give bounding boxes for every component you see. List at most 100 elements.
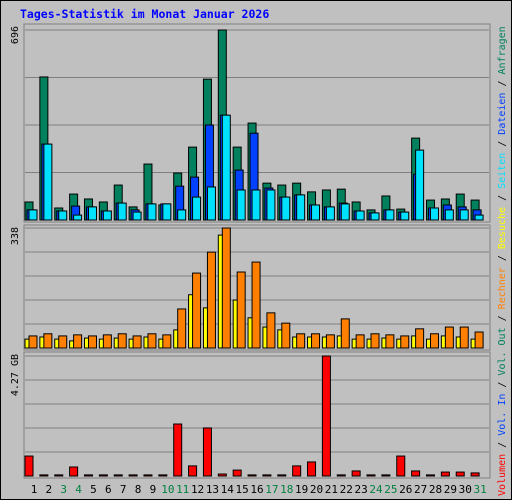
bar (87, 206, 97, 221)
bar (236, 271, 246, 349)
bar (325, 334, 335, 349)
bar (202, 427, 212, 477)
bar (366, 474, 376, 477)
bar (277, 474, 287, 477)
bar (385, 334, 395, 349)
x-tick-label: 8 (135, 483, 142, 496)
bar (470, 472, 480, 477)
bar (177, 308, 187, 349)
bar (440, 471, 450, 477)
bar (173, 423, 183, 477)
chart-title: Tages-Statistik im Monat Januar 2026 (20, 7, 269, 21)
bar (192, 196, 202, 221)
bar (39, 474, 49, 477)
legend-separator: / (497, 309, 508, 327)
bar (117, 202, 127, 221)
bar (28, 335, 38, 349)
x-tick-label: 17 (265, 483, 278, 496)
x-tick-label: 30 (459, 483, 472, 496)
bar (355, 210, 365, 221)
legend-separator: / (497, 135, 508, 153)
bar (102, 210, 112, 221)
bar (158, 474, 168, 477)
x-tick-label: 7 (120, 483, 127, 496)
bar (192, 272, 202, 349)
bar (247, 474, 257, 477)
legend-item: Besuche (497, 207, 508, 249)
bar (296, 194, 306, 221)
x-tick-label: 24 (369, 483, 383, 496)
bar (73, 214, 83, 221)
bar (117, 333, 127, 349)
bar (188, 465, 198, 477)
bar (266, 189, 276, 221)
bar (370, 212, 380, 221)
x-tick-label: 19 (295, 483, 308, 496)
bar (206, 186, 216, 221)
x-tick-label: 20 (310, 483, 323, 496)
legend-item: Anfragen (497, 26, 508, 74)
bar (340, 203, 350, 221)
bar (266, 312, 276, 349)
x-tick-label: 18 (280, 483, 293, 496)
bar (370, 333, 380, 349)
bar (128, 474, 138, 477)
x-tick-label: 25 (384, 483, 397, 496)
x-tick-label: 13 (206, 483, 219, 496)
bar (28, 209, 38, 221)
bar (24, 455, 34, 477)
bar (54, 474, 64, 477)
bar (400, 211, 410, 221)
bar (311, 204, 321, 221)
x-tick-label: 22 (340, 483, 353, 496)
bar (429, 207, 439, 221)
bar (83, 474, 93, 477)
legend-item: Seiten (497, 153, 508, 189)
bar (98, 474, 108, 477)
y-tick-label: 338 (10, 227, 21, 245)
bar (206, 251, 216, 349)
plot-area (23, 351, 491, 479)
bar (292, 465, 302, 477)
legend-item: Vol. In (497, 394, 508, 436)
x-tick-label: 3 (60, 483, 67, 496)
bar (177, 209, 187, 221)
bar (236, 189, 246, 221)
bar (459, 326, 469, 349)
bar (221, 227, 231, 349)
bar (132, 335, 142, 349)
legend-separator: / (497, 436, 508, 454)
bar (87, 335, 97, 349)
x-tick-label: 27 (414, 483, 427, 496)
legend-item: Dateien (497, 93, 508, 135)
bar (281, 196, 291, 221)
bar (474, 331, 484, 349)
legend-separator: / (497, 189, 508, 207)
x-tick-label: 12 (191, 483, 204, 496)
bar (251, 189, 261, 221)
x-tick-label: 15 (236, 483, 249, 496)
bar (102, 334, 112, 349)
bar (281, 322, 291, 349)
bar (455, 471, 465, 477)
bar (325, 206, 335, 221)
x-tick-label: 2 (46, 483, 53, 496)
x-tick-label: 9 (150, 483, 157, 496)
bar (311, 333, 321, 349)
bar (217, 473, 227, 477)
x-tick-label: 4 (75, 483, 82, 496)
x-tick-label: 10 (161, 483, 174, 496)
bar (232, 469, 242, 477)
legend-separator: / (497, 74, 508, 92)
legend-item: Rechner (497, 267, 508, 309)
x-tick-label: 1 (31, 483, 38, 496)
bar (43, 333, 53, 349)
bar (425, 474, 435, 477)
x-tick-label: 21 (325, 483, 338, 496)
bar (143, 474, 153, 477)
x-tick-label: 26 (399, 483, 412, 496)
legend: Volumen / Vol. In / Vol. Out / Rechner /… (497, 26, 508, 496)
y-tick-label: 696 (10, 26, 21, 44)
bar (336, 474, 346, 477)
bar (113, 474, 123, 477)
